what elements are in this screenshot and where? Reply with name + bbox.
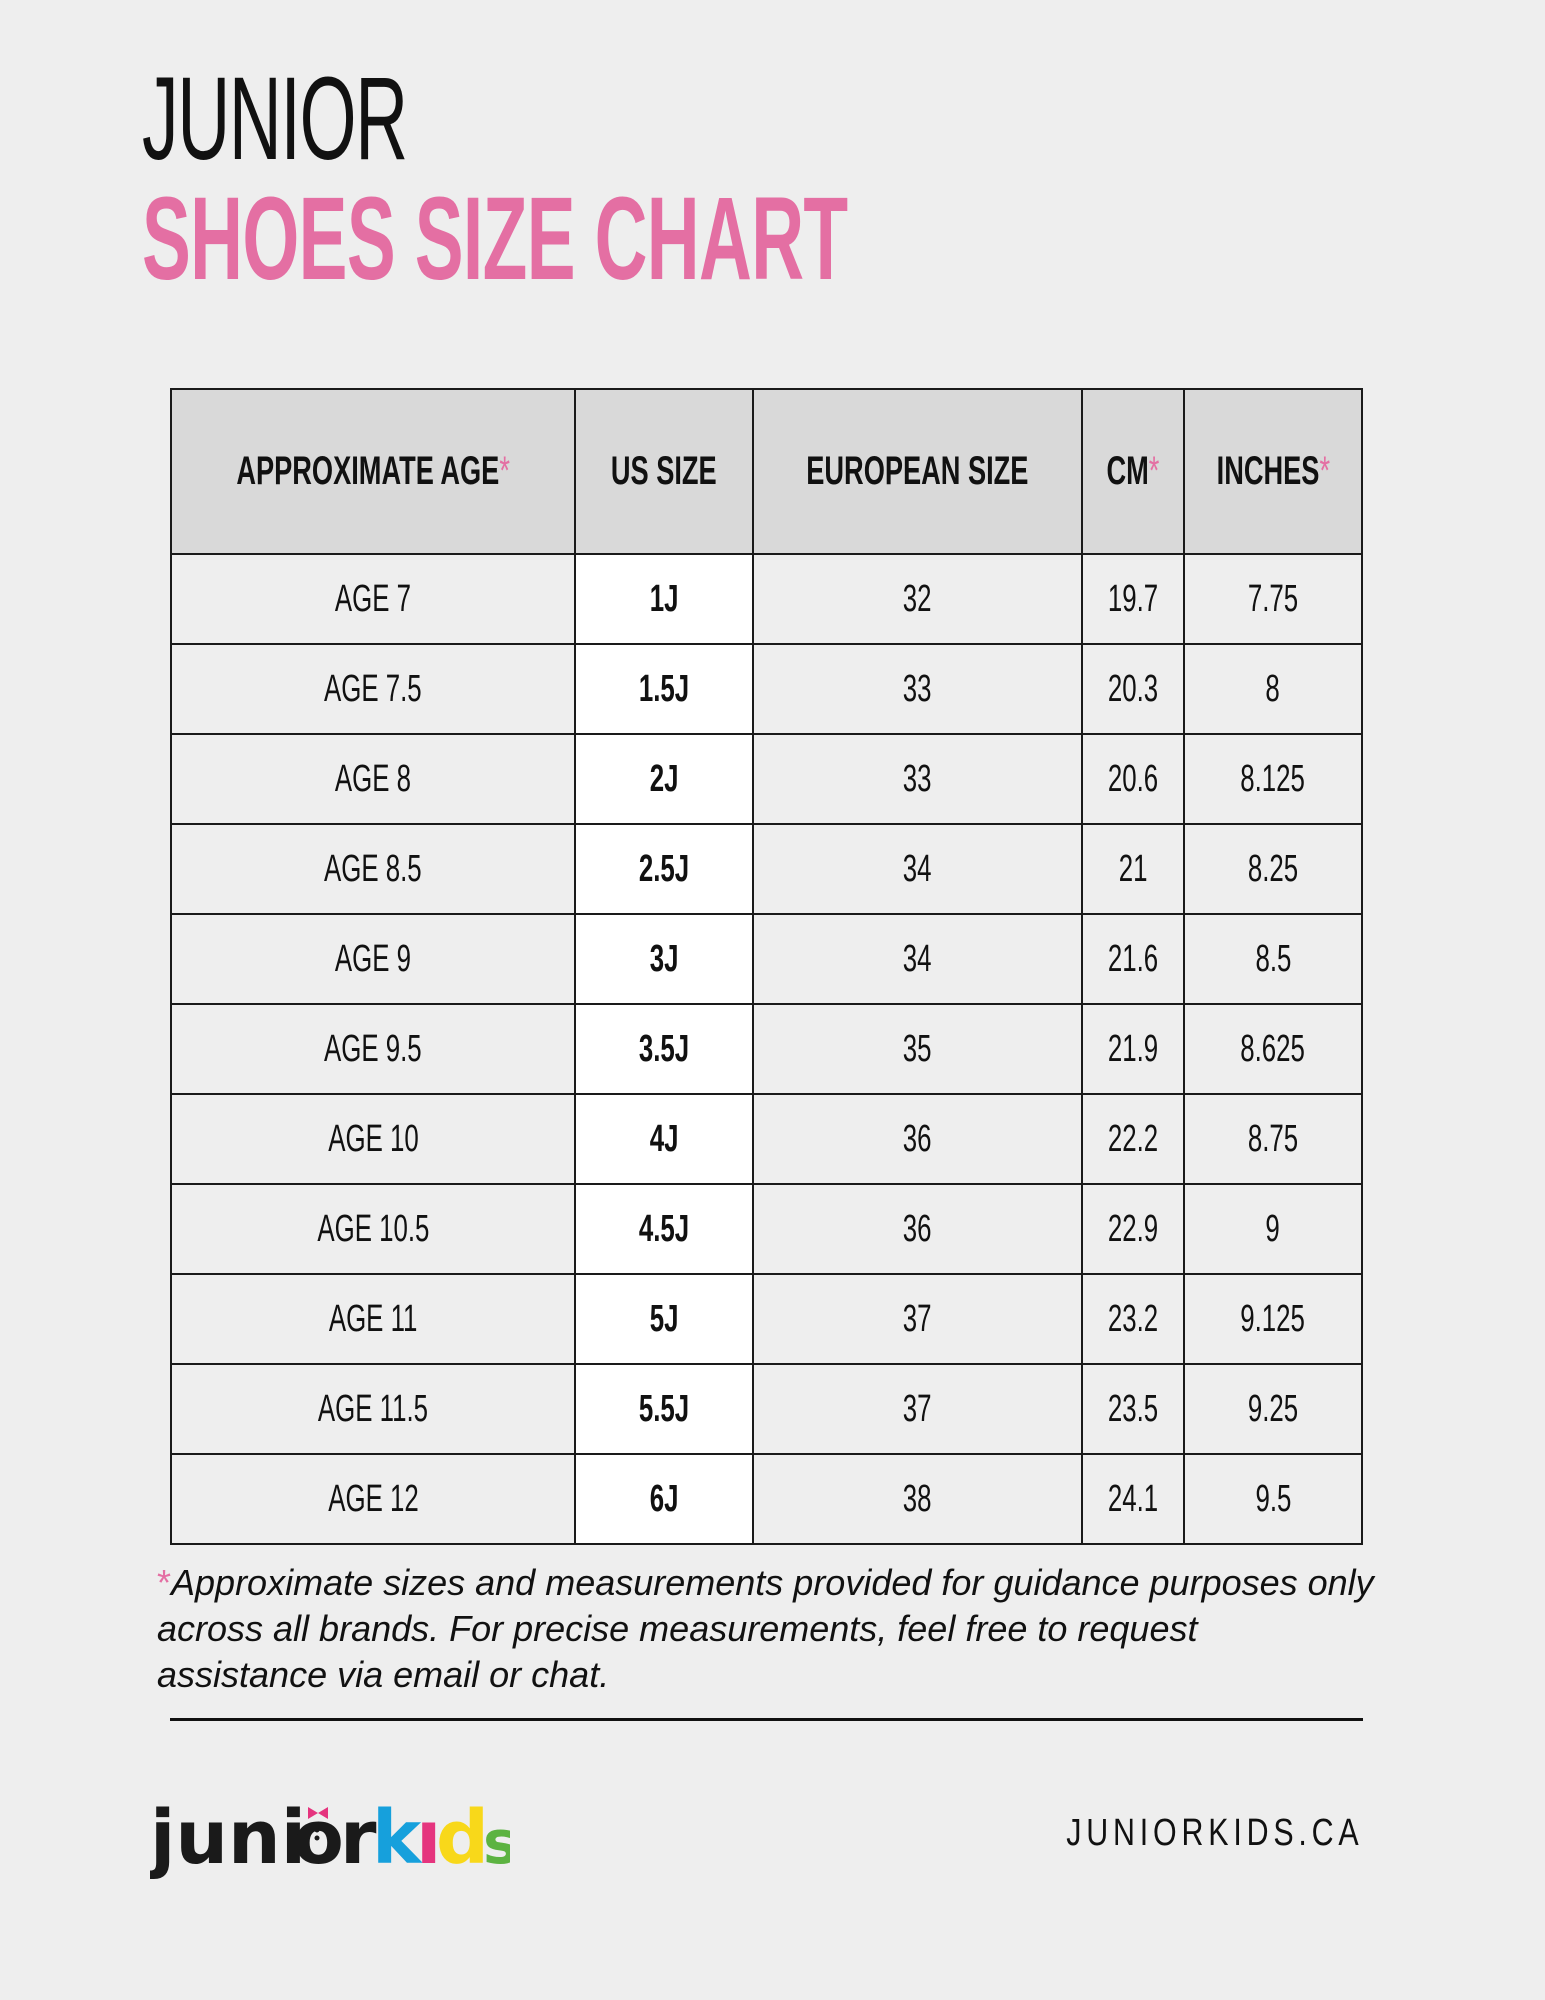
svg-text:r: r xyxy=(340,1795,377,1881)
divider xyxy=(170,1718,1363,1721)
us-size-cell: 5.5J xyxy=(574,1363,755,1455)
inches-cell: 9.125 xyxy=(1182,1273,1364,1365)
cm-cell: 21.6 xyxy=(1080,913,1185,1005)
age-cell: AGE 8 xyxy=(169,733,577,825)
table-row: AGE 11.5 5.5J 37 23.5 9.25 xyxy=(169,1363,1364,1455)
inches-cell: 9 xyxy=(1182,1183,1364,1275)
age-cell: AGE 10.5 xyxy=(169,1183,577,1275)
us-size-cell: 4J xyxy=(574,1093,755,1185)
european-size-cell: 36 xyxy=(752,1093,1083,1185)
european-size-cell: 38 xyxy=(752,1453,1083,1545)
european-size-cell: 32 xyxy=(752,553,1083,645)
inches-cell: 8.75 xyxy=(1182,1093,1364,1185)
svg-text:ı: ı xyxy=(416,1795,441,1881)
us-size-cell: 6J xyxy=(574,1453,755,1545)
svg-text:juni: juni xyxy=(150,1795,306,1881)
disclaimer-note: *Approximate sizes and measurements prov… xyxy=(157,1562,1374,1695)
table-row: AGE 8.5 2.5J 34 21 8.25 xyxy=(169,823,1364,915)
inches-cell: 9.25 xyxy=(1182,1363,1364,1455)
cm-cell: 21 xyxy=(1080,823,1185,915)
inches-cell: 8.5 xyxy=(1182,913,1364,1005)
age-cell: AGE 11.5 xyxy=(169,1363,577,1455)
european-size-cell: 34 xyxy=(752,823,1083,915)
column-header: US SIZE xyxy=(574,388,755,555)
cm-cell: 20.6 xyxy=(1080,733,1185,825)
website-url[interactable]: JUNIORKIDS.CA xyxy=(1065,1812,1363,1854)
size-chart-table: APPROXIMATE AGE* US SIZE EUROPEAN SIZE CM* I… xyxy=(169,388,1364,1545)
inches-cell: 8.625 xyxy=(1182,1003,1364,1095)
us-size-cell: 1.5J xyxy=(574,643,755,735)
table-row: AGE 12 6J 38 24.1 9.5 xyxy=(169,1453,1364,1545)
page-title: JUNIOR xyxy=(142,53,408,185)
cm-cell: 23.5 xyxy=(1080,1363,1185,1455)
table-header-row: APPROXIMATE AGE* US SIZE EUROPEAN SIZE CM* I… xyxy=(169,388,1364,555)
age-cell: AGE 12 xyxy=(169,1453,577,1545)
table-row: AGE 7.5 1.5J 33 20.3 8 xyxy=(169,643,1364,735)
age-cell: AGE 9 xyxy=(169,913,577,1005)
inches-cell: 8.25 xyxy=(1182,823,1364,915)
us-size-cell: 3J xyxy=(574,913,755,1005)
age-cell: AGE 8.5 xyxy=(169,823,577,915)
cm-cell: 23.2 xyxy=(1080,1273,1185,1365)
inches-cell: 8 xyxy=(1182,643,1364,735)
inches-cell: 8.125 xyxy=(1182,733,1364,825)
age-cell: AGE 11 xyxy=(169,1273,577,1365)
table-row: AGE 9.5 3.5J 35 21.9 8.625 xyxy=(169,1003,1364,1095)
column-header: CM* xyxy=(1080,388,1185,555)
us-size-cell: 5J xyxy=(574,1273,755,1365)
cm-cell: 21.9 xyxy=(1080,1003,1185,1095)
age-cell: AGE 7.5 xyxy=(169,643,577,735)
european-size-cell: 33 xyxy=(752,643,1083,735)
inches-cell: 9.5 xyxy=(1182,1453,1364,1545)
european-size-cell: 33 xyxy=(752,733,1083,825)
european-size-cell: 37 xyxy=(752,1363,1083,1455)
cm-cell: 20.3 xyxy=(1080,643,1185,735)
cm-cell: 19.7 xyxy=(1080,553,1185,645)
svg-text:d: d xyxy=(436,1795,489,1881)
us-size-cell: 4.5J xyxy=(574,1183,755,1275)
us-size-cell: 2.5J xyxy=(574,823,755,915)
table-row: AGE 7 1J 32 19.7 7.75 xyxy=(169,553,1364,645)
cm-cell: 22.2 xyxy=(1080,1093,1185,1185)
column-header: EUROPEAN SIZE xyxy=(752,388,1083,555)
svg-text:k: k xyxy=(372,1795,423,1881)
column-header: INCHES* xyxy=(1182,388,1364,555)
table-row: AGE 10.5 4.5J 36 22.9 9 xyxy=(169,1183,1364,1275)
table-row: AGE 8 2J 33 20.6 8.125 xyxy=(169,733,1364,825)
european-size-cell: 34 xyxy=(752,913,1083,1005)
column-header: APPROXIMATE AGE* xyxy=(169,388,577,555)
us-size-cell: 1J xyxy=(574,553,755,645)
juniorkids-logo: juni o r k ı d s xyxy=(147,1785,519,1900)
age-cell: AGE 10 xyxy=(169,1093,577,1185)
table-row: AGE 10 4J 36 22.2 8.75 xyxy=(169,1093,1364,1185)
table-row: AGE 9 3J 34 21.6 8.5 xyxy=(169,913,1364,1005)
age-cell: AGE 9.5 xyxy=(169,1003,577,1095)
us-size-cell: 3.5J xyxy=(574,1003,755,1095)
european-size-cell: 35 xyxy=(752,1003,1083,1095)
european-size-cell: 36 xyxy=(752,1183,1083,1275)
cm-cell: 24.1 xyxy=(1080,1453,1185,1545)
age-cell: AGE 7 xyxy=(169,553,577,645)
table-row: AGE 11 5J 37 23.2 9.125 xyxy=(169,1273,1364,1365)
cm-cell: 22.9 xyxy=(1080,1183,1185,1275)
european-size-cell: 37 xyxy=(752,1273,1083,1365)
svg-text:s: s xyxy=(483,1808,510,1878)
page-subtitle: SHOES SIZE CHART xyxy=(142,173,848,305)
us-size-cell: 2J xyxy=(574,733,755,825)
inches-cell: 7.75 xyxy=(1182,553,1364,645)
